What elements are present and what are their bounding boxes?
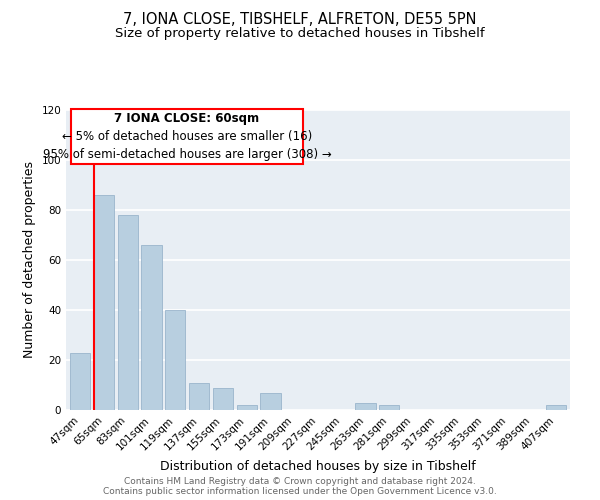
Bar [545, 405, 566, 410]
Bar [379, 405, 400, 410]
Text: 7, IONA CLOSE, TIBSHELF, ALFRETON, DE55 5PN: 7, IONA CLOSE, TIBSHELF, ALFRETON, DE55 … [123, 12, 477, 28]
Bar [165, 310, 185, 410]
Bar [94, 195, 114, 410]
Text: Size of property relative to detached houses in Tibshelf: Size of property relative to detached ho… [115, 28, 485, 40]
Bar [355, 402, 376, 410]
Text: ← 5% of detached houses are smaller (16): ← 5% of detached houses are smaller (16) [62, 130, 312, 143]
Text: Contains public sector information licensed under the Open Government Licence v3: Contains public sector information licen… [103, 486, 497, 496]
Bar [70, 352, 91, 410]
Text: 95% of semi-detached houses are larger (308) →: 95% of semi-detached houses are larger (… [43, 148, 331, 160]
Y-axis label: Number of detached properties: Number of detached properties [23, 162, 36, 358]
Bar [118, 215, 138, 410]
Bar [213, 388, 233, 410]
Text: 7 IONA CLOSE: 60sqm: 7 IONA CLOSE: 60sqm [115, 112, 260, 125]
Bar [260, 392, 281, 410]
Bar [142, 245, 161, 410]
Bar [189, 382, 209, 410]
Text: Contains HM Land Registry data © Crown copyright and database right 2024.: Contains HM Land Registry data © Crown c… [124, 476, 476, 486]
X-axis label: Distribution of detached houses by size in Tibshelf: Distribution of detached houses by size … [160, 460, 476, 473]
Bar [236, 405, 257, 410]
